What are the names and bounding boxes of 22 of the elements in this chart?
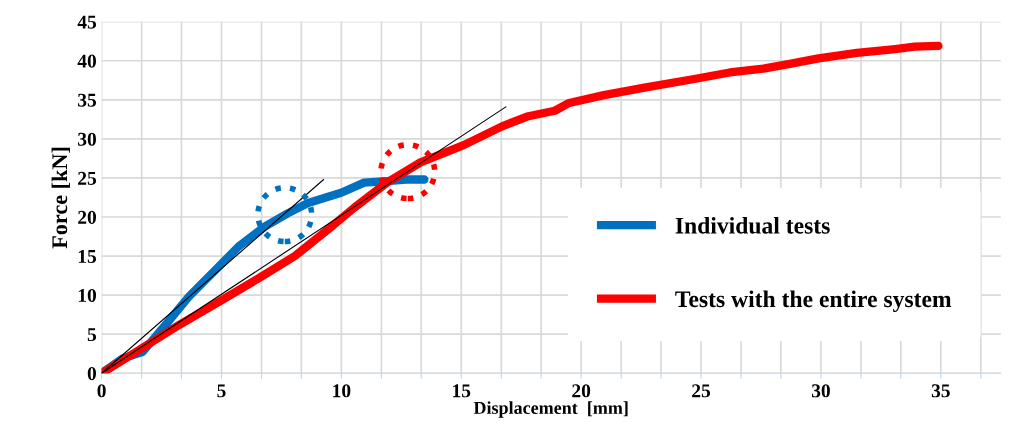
x-tick-label: 0 <box>97 384 106 398</box>
y-tick-label: 20 <box>78 210 96 224</box>
x-tick-label: 20 <box>572 384 591 398</box>
y-tick-label: 40 <box>77 54 96 68</box>
y-tick-label: 25 <box>78 171 97 185</box>
y-tick-label: 10 <box>78 288 96 303</box>
y-axis-title: Force [kN] <box>51 147 70 249</box>
x-tick-label: 5 <box>217 384 226 398</box>
y-tick-label: 45 <box>77 15 97 29</box>
x-tick-label: 10 <box>333 384 351 398</box>
x-tick-label: 15 <box>453 384 471 398</box>
y-tick-label: 15 <box>78 249 97 263</box>
x-axis-title: Displacement [mm] <box>473 401 628 418</box>
y-tick-label: 0 <box>87 367 96 381</box>
legend-label: Tests with the entire system <box>675 290 952 313</box>
y-tick-label: 35 <box>78 93 97 107</box>
x-tick-label: 30 <box>811 384 830 398</box>
x-tick-label: 35 <box>931 384 950 398</box>
y-tick-label: 5 <box>87 328 97 342</box>
x-tick-label: 25 <box>692 384 711 398</box>
y-tick-label: 30 <box>78 132 96 146</box>
legend-label: Individual tests <box>675 217 830 234</box>
